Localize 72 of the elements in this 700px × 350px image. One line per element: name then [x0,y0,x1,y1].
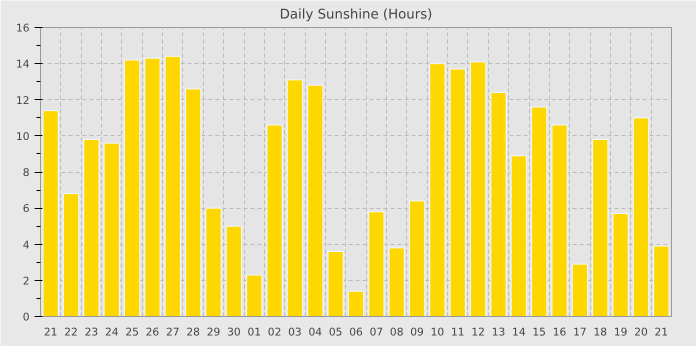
bar [62,193,80,316]
bar [144,58,161,316]
x-tick-label: 10 [430,326,444,338]
bar [83,138,100,316]
x-tick-label: 03 [288,326,302,338]
x-tick-label: 23 [84,326,98,338]
y-tick-label: 14 [16,58,30,71]
x-tick-label: 06 [349,326,363,338]
x-tick-label: 15 [532,326,546,338]
y-tick-label: 16 [16,22,30,34]
bar [653,246,670,316]
bar [612,213,629,316]
x-tick-label: 24 [104,326,119,338]
x-tick-label: 13 [492,326,506,338]
bar [510,155,527,316]
bar [205,208,222,316]
y-tick-label: 4 [22,238,30,252]
bar [531,106,548,316]
x-tick-label: 25 [125,326,139,338]
bar [164,56,181,316]
bar [328,250,344,316]
x-tick-label: 11 [450,326,465,338]
bar [348,290,364,316]
y-tick-label: 0 [22,310,30,324]
x-tick-label: 28 [186,326,200,338]
x-tick-label: 08 [390,326,404,338]
y-tick-label: 2 [22,274,30,288]
y-tick-label: 12 [16,94,30,107]
bar [408,200,426,316]
bar [572,264,588,316]
x-tick-label: 19 [614,326,628,338]
x-tick-label: 18 [593,326,608,338]
bar [470,61,486,316]
bar [266,124,283,316]
x-tick-label: 21 [44,326,58,338]
x-tick-label: 12 [471,326,485,338]
bar [551,124,568,316]
y-tick-label: 6 [22,202,30,216]
bar [429,63,446,316]
bar [104,142,120,316]
bar [490,92,507,316]
x-tick-label: 29 [206,326,221,338]
x-tick-label: 04 [308,326,322,338]
x-tick-label: 17 [573,326,587,338]
y-tick-label: 10 [16,130,30,143]
x-tick-label: 22 [64,326,78,338]
bar [368,211,384,316]
bar [42,110,59,316]
bar [632,117,650,316]
x-tick-label: 05 [328,326,342,338]
bar [307,84,324,316]
y-tick-label: 8 [22,166,30,179]
x-tick-label: 14 [512,326,526,338]
x-tick-label: 09 [410,326,424,338]
bar [226,226,242,316]
bar [388,247,405,316]
bar [286,79,304,316]
bar [124,60,140,316]
chart-title: Daily Sunshine (Hours) [280,8,432,22]
x-tick-label: 07 [370,326,384,338]
bar [246,274,262,316]
bar [592,138,608,316]
x-tick-label: 01 [247,326,262,338]
bar [450,68,466,316]
bar [185,88,202,316]
x-tick-label: 16 [552,326,567,338]
x-tick-label: 30 [227,326,241,338]
x-tick-label: 27 [166,326,180,338]
x-tick-label: 21 [654,326,668,338]
x-tick-label: 02 [268,326,282,338]
x-tick-label: 20 [634,326,648,338]
x-tick-label: 26 [146,326,160,338]
